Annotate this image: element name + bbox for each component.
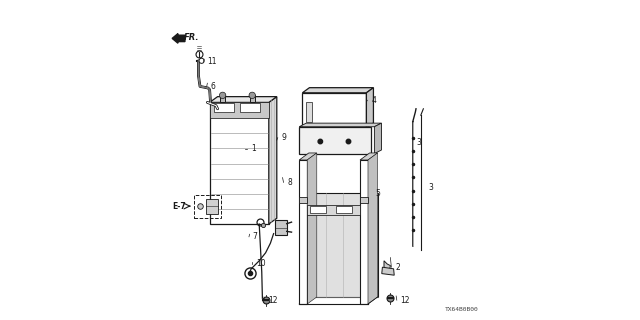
Bar: [308, 193, 378, 297]
Text: 4: 4: [371, 96, 376, 105]
Bar: [300, 197, 307, 203]
Text: TX64B0B00: TX64B0B00: [445, 307, 479, 312]
FancyArrow shape: [172, 34, 185, 43]
Bar: [306, 102, 312, 122]
Text: E-7: E-7: [172, 202, 186, 211]
Bar: [336, 206, 352, 213]
Bar: [214, 103, 234, 112]
Text: 11: 11: [207, 57, 217, 66]
Polygon shape: [366, 88, 374, 128]
Polygon shape: [368, 153, 378, 304]
Polygon shape: [210, 97, 277, 102]
Polygon shape: [300, 123, 381, 127]
Polygon shape: [384, 261, 390, 270]
Polygon shape: [360, 153, 378, 160]
Bar: [310, 206, 326, 213]
Text: 6: 6: [211, 82, 216, 91]
Circle shape: [199, 58, 204, 63]
Text: 2: 2: [396, 263, 400, 272]
Bar: [250, 95, 255, 102]
Bar: [241, 103, 260, 112]
Circle shape: [220, 92, 226, 99]
Bar: [193, 195, 221, 218]
Polygon shape: [374, 123, 381, 154]
Circle shape: [318, 139, 323, 144]
Polygon shape: [300, 153, 317, 160]
Polygon shape: [269, 97, 277, 224]
Bar: [300, 127, 371, 154]
Text: 1: 1: [251, 144, 256, 153]
Bar: [307, 205, 360, 215]
Text: 10: 10: [256, 260, 266, 268]
Polygon shape: [210, 102, 269, 118]
Bar: [275, 220, 287, 235]
Circle shape: [346, 139, 351, 144]
Text: FR.: FR.: [184, 33, 199, 42]
Text: 7: 7: [253, 232, 258, 241]
Text: 3: 3: [416, 138, 421, 147]
Bar: [302, 93, 366, 128]
Polygon shape: [381, 267, 394, 275]
Bar: [360, 160, 368, 304]
Bar: [300, 160, 307, 304]
Polygon shape: [302, 88, 374, 93]
Bar: [220, 95, 225, 102]
Text: 12: 12: [401, 296, 410, 305]
Text: 9: 9: [282, 133, 287, 142]
Bar: [210, 102, 269, 224]
Circle shape: [249, 92, 255, 99]
Bar: [360, 197, 368, 203]
Text: 8: 8: [287, 178, 292, 187]
Bar: [206, 199, 218, 214]
Text: 3: 3: [429, 183, 434, 192]
Polygon shape: [307, 153, 317, 304]
Text: 12: 12: [268, 296, 278, 305]
Text: 5: 5: [375, 189, 380, 198]
